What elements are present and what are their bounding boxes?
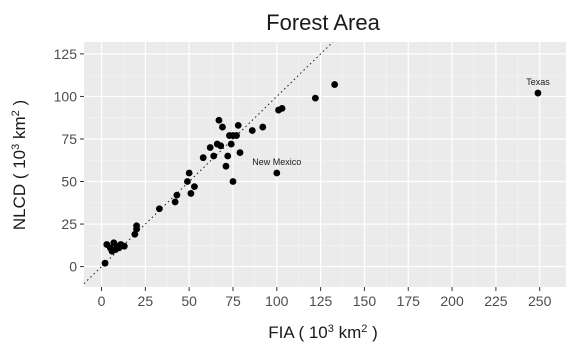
- data-point: [187, 190, 195, 197]
- data-point: [229, 178, 237, 185]
- y-tick-label: 75: [61, 131, 77, 147]
- chart-title: Forest Area: [266, 10, 380, 35]
- x-tick-label: 100: [265, 293, 289, 309]
- data-point: [259, 123, 267, 131]
- point-labels: Texas New Mexico: [252, 77, 550, 167]
- y-tick-label: 25: [61, 216, 77, 232]
- y-tick-label: 100: [54, 88, 78, 104]
- x-tick-label: 250: [528, 293, 552, 309]
- point-annotation: New Mexico: [252, 157, 301, 167]
- x-tick-label: 175: [397, 293, 421, 309]
- x-axis-ticks: 0 25 50 75 100 125 150 175 200 225 250: [98, 287, 552, 309]
- x-tick-label: 50: [181, 293, 197, 309]
- point-annotation: Texas: [526, 77, 550, 87]
- data-point: [191, 183, 198, 191]
- data-point: [171, 198, 179, 206]
- x-tick-label: 75: [225, 293, 241, 309]
- y-tick-label: 50: [61, 174, 77, 190]
- data-point: [173, 191, 181, 199]
- data-point: [227, 140, 235, 148]
- data-point: [233, 132, 240, 139]
- major-gridlines: [84, 42, 566, 287]
- data-point: [234, 121, 242, 129]
- y-axis-ticks: 0 25 50 75 100 125: [54, 46, 84, 275]
- data-point: [120, 242, 128, 250]
- y-tick-label: 125: [54, 46, 78, 62]
- data-point: [101, 259, 109, 267]
- data-point: [311, 94, 319, 102]
- x-tick-label: 200: [440, 293, 464, 309]
- data-point: [133, 222, 140, 230]
- plot-panel: [84, 42, 566, 287]
- identity-reference-line: [83, 41, 334, 284]
- data-point: [217, 142, 225, 150]
- data-point: [278, 104, 286, 112]
- data-point: [331, 81, 339, 88]
- data-point: [534, 89, 542, 97]
- data-point: [215, 116, 223, 124]
- y-axis-title: NLCD ( 103 km2 ): [10, 100, 29, 230]
- data-point: [273, 169, 281, 177]
- data-point: [224, 152, 232, 160]
- x-tick-label: 25: [138, 293, 154, 309]
- data-point: [155, 205, 163, 213]
- data-point: [206, 144, 214, 151]
- data-point: [219, 123, 226, 131]
- x-tick-label: 125: [309, 293, 333, 309]
- minor-gridlines: [84, 42, 566, 287]
- x-axis-title: FIA ( 103 km2 ): [268, 323, 378, 342]
- reference-line-y-equals-x: [83, 41, 334, 284]
- data-points: [101, 81, 542, 267]
- data-point: [222, 162, 230, 170]
- x-tick-label: 0: [98, 293, 106, 309]
- data-point: [131, 230, 139, 238]
- data-point: [199, 154, 207, 162]
- data-point: [210, 152, 218, 160]
- data-point: [185, 169, 193, 177]
- data-point: [184, 178, 191, 185]
- y-tick-label: 0: [69, 259, 77, 275]
- data-point: [248, 127, 256, 134]
- x-tick-label: 225: [484, 293, 508, 309]
- x-tick-label: 150: [353, 293, 377, 309]
- data-point: [236, 149, 244, 156]
